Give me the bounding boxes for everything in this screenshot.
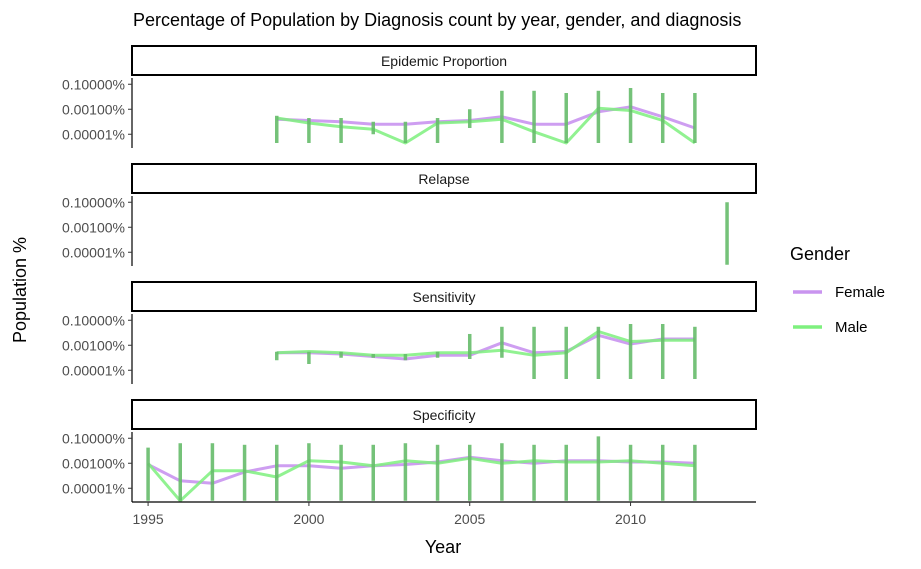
facet-panel-2: Relapse 0.10000% 0.00100% 0.00001% xyxy=(62,163,757,266)
facet-strip xyxy=(131,45,757,76)
facet-panel-3: Sensitivity 0.10000% 0.00100% 0.00001% xyxy=(62,281,757,384)
legend: Gender Female Male xyxy=(790,244,885,336)
y-axis-title: Population % xyxy=(10,237,30,343)
y-tick-label: 0.10000% xyxy=(62,430,125,446)
legend-label-female: Female xyxy=(835,284,885,301)
y-tick-label: 0.10000% xyxy=(62,194,125,210)
facet-strip-label: Epidemic Proportion xyxy=(381,53,507,69)
legend-entry-male: Male xyxy=(793,319,868,336)
series-line-male xyxy=(276,330,695,357)
facet-strip-label: Specificity xyxy=(412,407,475,423)
y-tick-label: 0.00100% xyxy=(62,219,125,235)
facet-panels: Epidemic Proportion 0.10000% 0.00100% 0.000… xyxy=(62,45,757,503)
facet-strip-label: Relapse xyxy=(418,171,470,187)
x-tick-label: 1995 xyxy=(133,511,164,527)
legend-entries: Female Male xyxy=(793,284,885,336)
legend-label-male: Male xyxy=(835,319,868,336)
legend-title: Gender xyxy=(790,244,850,264)
facet-strip xyxy=(131,163,757,194)
series-line-male xyxy=(276,106,696,145)
y-tick-label: 0.10000% xyxy=(62,76,125,92)
y-tick-label: 0.00001% xyxy=(62,126,125,142)
y-tick-label: 0.00100% xyxy=(62,455,125,471)
series-line-male xyxy=(146,456,696,503)
facet-strip xyxy=(131,399,757,430)
x-axis: 1995 2000 2005 2010 xyxy=(132,501,756,527)
x-tick-label: 2010 xyxy=(615,511,646,527)
x-axis-title: Year xyxy=(425,537,461,557)
series-line-female xyxy=(276,105,696,130)
y-tick-label: 0.10000% xyxy=(62,312,125,328)
y-tick-label: 0.00001% xyxy=(62,362,125,378)
facet-panel-1: Epidemic Proportion 0.10000% 0.00100% 0.000… xyxy=(62,45,757,148)
facet-panel-4: Specificity 0.10000% 0.00100% 0.00001% xyxy=(62,399,757,503)
y-tick-label: 0.00001% xyxy=(62,480,125,496)
chart-title: Percentage of Population by Diagnosis co… xyxy=(133,10,741,30)
facet-strip xyxy=(131,281,757,312)
y-tick-label: 0.00001% xyxy=(62,244,125,260)
y-tick-label: 0.00100% xyxy=(62,337,125,353)
facet-strip-label: Sensitivity xyxy=(412,289,475,305)
x-tick-label: 2000 xyxy=(293,511,324,527)
x-tick-label: 2005 xyxy=(454,511,485,527)
y-tick-label: 0.00100% xyxy=(62,101,125,117)
legend-entry-female: Female xyxy=(793,284,885,301)
